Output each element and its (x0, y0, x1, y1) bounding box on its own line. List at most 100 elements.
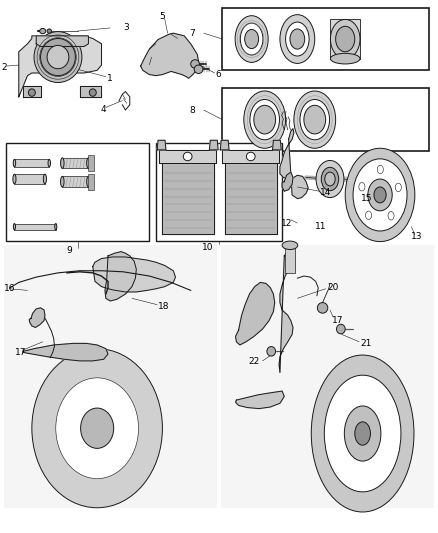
Polygon shape (236, 391, 284, 409)
Ellipse shape (43, 174, 46, 184)
Polygon shape (23, 343, 108, 361)
Bar (88, 174, 94, 190)
Text: 2: 2 (2, 63, 7, 71)
Ellipse shape (48, 159, 50, 167)
Circle shape (56, 378, 138, 479)
Text: 14: 14 (320, 188, 331, 197)
Bar (223, 8, 429, 70)
Ellipse shape (245, 29, 258, 49)
Ellipse shape (330, 19, 360, 59)
Text: 21: 21 (360, 339, 372, 348)
Ellipse shape (13, 159, 16, 167)
Text: 10: 10 (202, 243, 214, 252)
Text: 17: 17 (15, 348, 27, 357)
Polygon shape (162, 163, 214, 233)
Bar (221, 245, 434, 508)
Polygon shape (225, 163, 277, 233)
Ellipse shape (28, 89, 35, 96)
Bar (223, 88, 429, 151)
Text: 3: 3 (123, 23, 129, 33)
Text: 5: 5 (159, 12, 165, 21)
Ellipse shape (324, 375, 401, 492)
Ellipse shape (345, 148, 415, 241)
Bar (156, 143, 282, 241)
Ellipse shape (235, 15, 268, 62)
Ellipse shape (40, 28, 46, 34)
Text: 20: 20 (327, 283, 338, 292)
Text: 17: 17 (332, 316, 344, 325)
Polygon shape (19, 36, 102, 97)
Polygon shape (280, 128, 308, 199)
Ellipse shape (14, 223, 15, 230)
Ellipse shape (267, 346, 276, 356)
Polygon shape (93, 257, 176, 292)
Ellipse shape (377, 165, 383, 174)
Text: 15: 15 (361, 194, 373, 203)
Ellipse shape (87, 158, 90, 168)
Ellipse shape (359, 182, 365, 191)
Ellipse shape (47, 45, 69, 69)
Bar (4, 245, 217, 508)
Ellipse shape (304, 106, 325, 134)
Bar (14, 159, 49, 167)
Ellipse shape (240, 23, 263, 55)
Polygon shape (236, 282, 275, 345)
Bar (14, 223, 56, 230)
Ellipse shape (368, 179, 392, 211)
Bar (62, 176, 88, 187)
Text: 6: 6 (215, 70, 221, 79)
Ellipse shape (41, 38, 75, 76)
Ellipse shape (280, 14, 315, 63)
Text: 9: 9 (66, 246, 72, 255)
Ellipse shape (191, 60, 199, 68)
Ellipse shape (294, 91, 336, 148)
Bar (62, 158, 88, 168)
Text: 7: 7 (189, 29, 195, 38)
Ellipse shape (336, 324, 345, 334)
Ellipse shape (353, 159, 407, 231)
Ellipse shape (318, 303, 328, 313)
Ellipse shape (89, 89, 96, 96)
Ellipse shape (250, 100, 279, 140)
Ellipse shape (344, 406, 381, 461)
Ellipse shape (395, 183, 401, 192)
Ellipse shape (321, 167, 339, 191)
Ellipse shape (60, 176, 64, 187)
Polygon shape (105, 252, 136, 301)
Ellipse shape (374, 187, 386, 203)
Polygon shape (223, 150, 279, 163)
Text: 18: 18 (158, 302, 170, 311)
Polygon shape (29, 308, 45, 327)
Polygon shape (272, 140, 281, 150)
Ellipse shape (355, 422, 371, 445)
Ellipse shape (247, 152, 255, 161)
Bar (14, 174, 45, 184)
Polygon shape (159, 150, 216, 163)
Ellipse shape (244, 91, 286, 148)
Ellipse shape (13, 174, 16, 184)
Ellipse shape (282, 241, 298, 249)
Bar (88, 155, 94, 171)
Polygon shape (36, 36, 88, 46)
Text: 4: 4 (101, 104, 106, 114)
Text: 22: 22 (249, 358, 260, 367)
Text: 12: 12 (281, 219, 293, 228)
Ellipse shape (47, 29, 51, 33)
Ellipse shape (325, 172, 335, 186)
Ellipse shape (81, 408, 114, 448)
Ellipse shape (388, 212, 394, 220)
Ellipse shape (311, 355, 414, 512)
Text: 16: 16 (4, 284, 15, 293)
Ellipse shape (330, 53, 360, 64)
Ellipse shape (300, 100, 329, 140)
Polygon shape (282, 172, 293, 191)
Bar (285, 245, 295, 273)
Text: 1: 1 (107, 74, 113, 83)
Text: 11: 11 (315, 222, 326, 231)
Ellipse shape (290, 29, 305, 49)
Text: 13: 13 (410, 232, 422, 241)
Polygon shape (23, 86, 41, 97)
Polygon shape (141, 33, 199, 78)
Polygon shape (209, 140, 218, 150)
Ellipse shape (254, 106, 276, 134)
